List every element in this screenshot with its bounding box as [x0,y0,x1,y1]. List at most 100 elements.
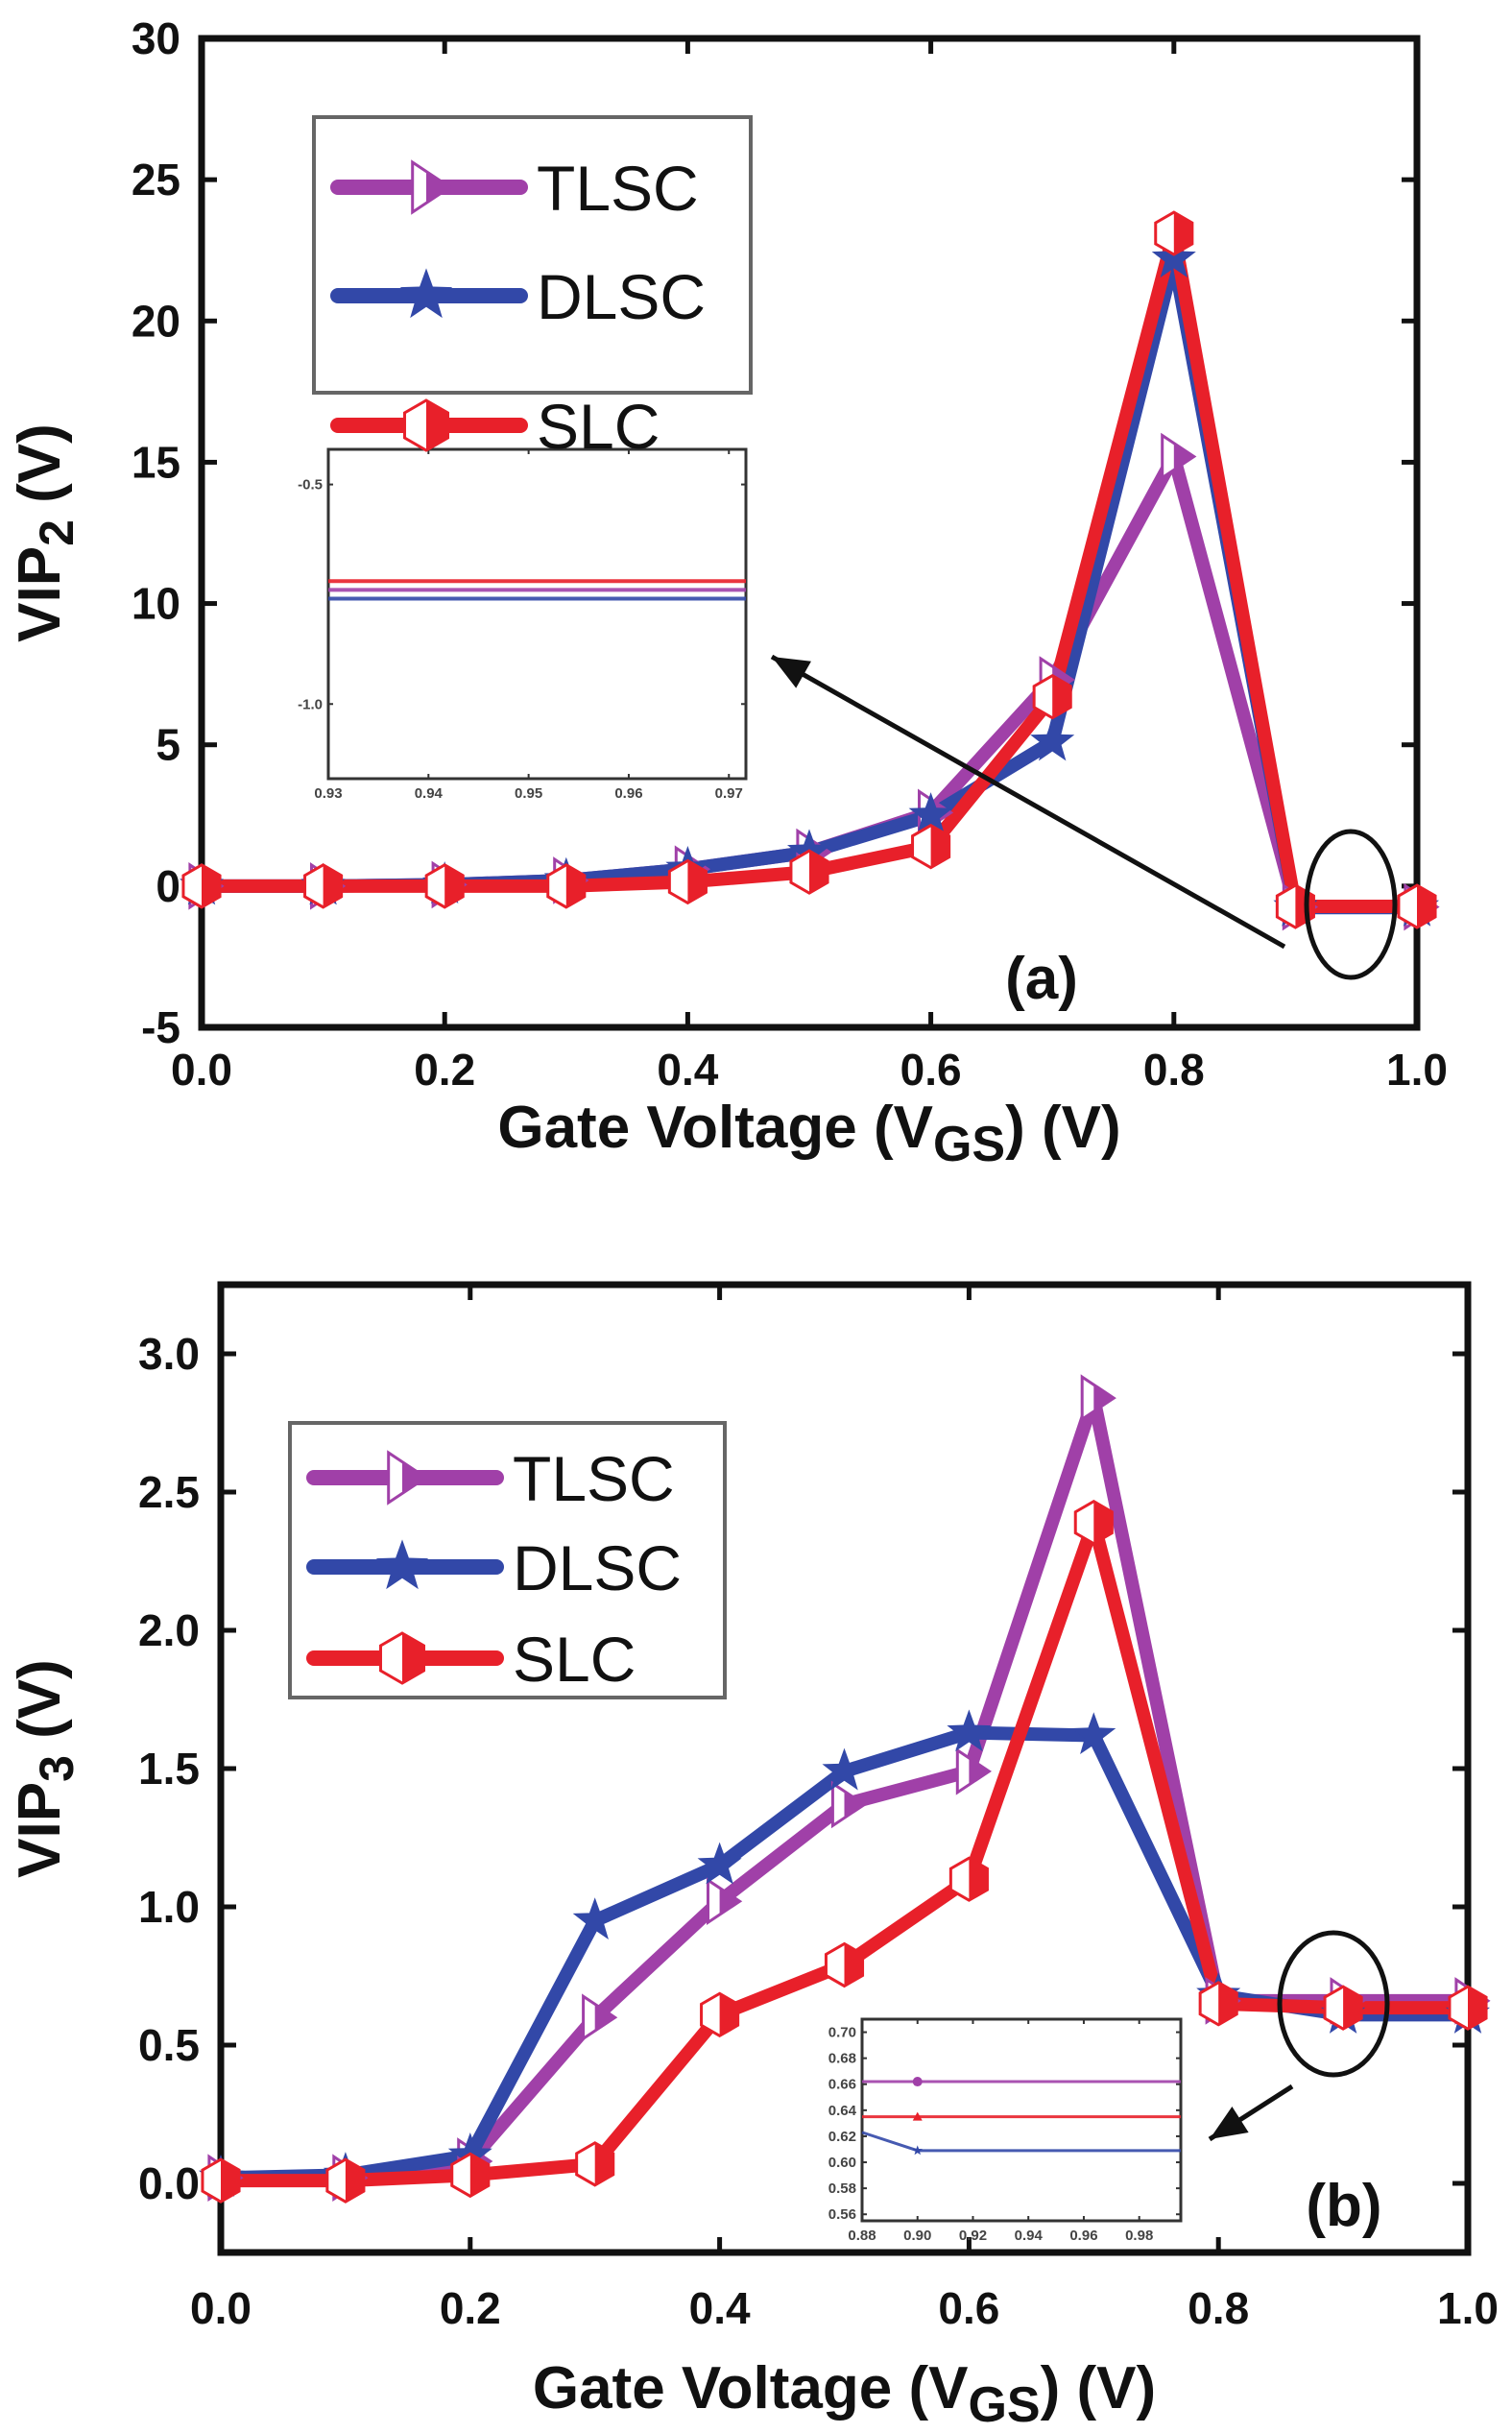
inset-y-tick-label: 0.56 [828,2206,856,2223]
annotation-arrow-line [770,654,1286,950]
inset-y-tick-label: 0.58 [828,2180,856,2197]
inset-marker-dlsc [912,2145,923,2156]
chart-panel-a: 0.0 0.2 0.4 0.6 0.8 1.0 -5 0 5 10 15 20 25 30 Gate Vol… [7,13,1448,1172]
data-point-slc-fill [444,864,464,907]
data-point-dlsc [1030,718,1075,761]
data-point-slc-fill [1468,1987,1487,2030]
legend-label: SLC [537,391,660,462]
x-tick-label: 1.0 [1437,2283,1499,2333]
legend-label: SLC [513,1624,636,1695]
inset-frame [326,447,748,781]
y-axis-title-sub: 2 [30,519,84,546]
inset-x-tick-label: 0.90 [903,2228,931,2244]
x-axis-title-main: Gate Voltage (V [497,1095,933,1161]
inset-y-tick-label: 0.70 [828,2025,856,2041]
y-tick-label: 2.0 [138,1605,200,1655]
y-tick-label: 30 [132,13,180,63]
y-axis-title-sub: 3 [30,1755,84,1782]
y-tick-label: 1.5 [138,1744,200,1794]
data-point-tlsc-fill [1093,1384,1115,1412]
legend-item-slc: SLC [330,391,660,462]
y-tick-label: 15 [132,437,180,487]
data-point-slc-fill [719,1993,738,2036]
data-point-tlsc-fill [719,1887,740,1915]
y-tick-label: 2.5 [138,1467,200,1517]
x-tick-label: 0.8 [1188,2283,1249,2333]
x-axis-title-tail: ) (V) [1041,2355,1157,2421]
chart-panel-b: 0.0 0.2 0.4 0.6 0.8 1.0 0.0 0.5 1.0 1.5 2.0 2.5 3.0 G… [7,1281,1499,2433]
data-point-slc-fill [1093,1501,1113,1544]
inset-marker-slc [912,2111,923,2121]
data-point-tlsc-fill [1173,443,1194,471]
x-tick-label: 0.4 [657,1045,718,1095]
panel-label: (b) [1306,2173,1381,2239]
y-axis-title-tail: (V) [7,1659,73,1755]
data-point-slc-fill [809,851,828,894]
y-tick-label: 1.0 [138,1882,200,1932]
inset-x-tick-label: 0.95 [515,785,542,802]
inset-x-tick-label: 0.94 [415,785,444,802]
x-tick-label: 0.0 [171,1045,232,1095]
y-tick-label: 3.0 [138,1329,200,1379]
data-point-slc-fill [1218,1982,1237,2025]
data-point-slc-fill [221,2159,240,2203]
data-point-dlsc [1151,235,1196,278]
legend-item-tlsc: TLSC [306,1443,675,1514]
x-tick-label: 1.0 [1386,1045,1448,1095]
data-point-slc-fill [1417,885,1436,928]
inset-x-tick-label: 0.94 [1015,2228,1044,2244]
data-point-slc-fill [1173,212,1192,255]
legend-label: TLSC [537,153,699,224]
y-axis-title-main: VIP [7,1782,73,1878]
panel-label: (a) [1005,946,1078,1012]
legend-marker-slc-fill [402,1633,424,1683]
inset-x-tick-label: 0.98 [1125,2228,1153,2244]
inset-y-tick-label: 0.64 [828,2103,857,2119]
y-axis-title-main: VIP [7,546,73,642]
data-point-slc-fill [687,860,707,903]
y-tick-label: 25 [132,155,180,205]
inset-x-tick-label: 0.96 [1069,2228,1097,2244]
inset-x-tick-label: 0.92 [959,2228,987,2244]
inset-y-tick-label: 0.60 [828,2155,856,2171]
y-axis-title: VIP2 (V) [7,423,84,642]
inset-x-tick-label: 0.96 [614,785,642,802]
x-tick-label: 0.6 [900,1045,962,1095]
legend-label: DLSC [513,1532,682,1603]
x-axis-title-sub: GS [968,2377,1040,2433]
data-point-slc-fill [469,2154,489,2197]
legend-item-dlsc: DLSC [330,261,706,332]
data-point-tlsc-fill [844,1790,865,1819]
x-axis-title-main: Gate Voltage (V [533,2355,969,2421]
data-point-dlsc [697,1842,742,1885]
x-tick-label: 0.0 [190,2283,252,2333]
inset-plot: 0.93 0.94 0.95 0.96 0.97 -0.5 -1.0 [298,447,748,802]
data-point-tlsc-fill [969,1757,990,1786]
annotation-arrow-head [772,657,811,688]
inset-y-tick-label: -1.0 [298,696,323,712]
data-point-dlsc [1071,1712,1116,1755]
data-point-slc-fill [969,1858,988,1901]
legend-item-tlsc: TLSC [330,153,699,224]
inset-plot: 0.88 0.90 0.92 0.94 0.96 0.98 0.56 0.58 0.60 0.62… [828,2017,1183,2244]
data-point-slc-fill [1052,675,1071,718]
inset-x-tick-label: 0.97 [715,785,743,802]
y-tick-label: 20 [132,296,180,346]
x-axis-title-sub: GS [933,1117,1005,1172]
y-axis-title-tail: (V) [7,423,73,519]
x-tick-label: 0.2 [414,1045,475,1095]
data-point-slc-fill [844,1943,863,1987]
legend-label: TLSC [513,1443,675,1514]
inset-frame [860,2017,1183,2223]
highlight-ellipse [1304,829,1398,980]
data-point-dlsc [908,792,953,834]
data-point-slc-fill [345,2159,364,2203]
series-markers-slc [201,1499,1488,2204]
y-tick-label: 0.5 [138,2020,200,2070]
legend-marker-slc-fill [426,400,448,450]
legend-item-dlsc: DLSC [306,1532,682,1603]
inset-y-tick-label: 0.68 [828,2051,856,2067]
inset-x-tick-label: 0.93 [314,785,342,802]
x-tick-label: 0.6 [938,2283,999,2333]
